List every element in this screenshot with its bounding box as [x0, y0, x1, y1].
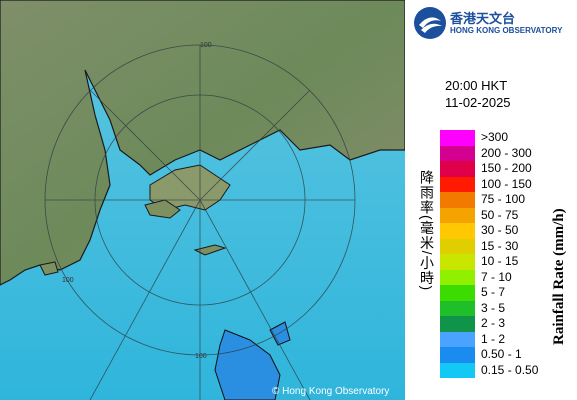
legend-label: 3 - 5 — [481, 300, 506, 315]
ring-label: 100 — [195, 353, 207, 360]
legend-label: 100 - 150 — [481, 176, 532, 191]
legend-swatch — [440, 223, 475, 239]
mainland — [0, 0, 405, 286]
legend-label: 5 - 7 — [481, 285, 506, 299]
legend-title-en: Rainfall Rate (mm/h) — [551, 208, 567, 345]
legend-label: 7 - 10 — [481, 269, 512, 284]
info-panel: 香港天文台 HONG KONG OBSERVATORY 20:00 HKT 11… — [405, 0, 577, 400]
legend-swatch — [440, 192, 475, 208]
rain-echo — [269, 321, 291, 346]
legend-swatch — [440, 207, 475, 223]
lantau — [144, 199, 181, 219]
legend-label: 0.50 - 1 — [481, 347, 522, 361]
legend-label: 50 - 75 — [481, 207, 519, 222]
logo-en: HONG KONG OBSERVATORY — [450, 26, 563, 35]
island — [193, 244, 227, 256]
legend-label: 75 - 100 — [481, 192, 526, 206]
legend-swatch — [440, 285, 475, 301]
range-rings — [44, 44, 356, 400]
ring-label: 100 — [200, 42, 212, 49]
legend-swatch — [440, 161, 475, 177]
rain-echo — [214, 329, 281, 400]
legend-label: 10 - 15 — [481, 254, 519, 268]
legend-label: >300 — [481, 130, 509, 144]
legend-swatch — [440, 300, 475, 316]
legend-swatch — [440, 145, 475, 161]
legend-swatch — [440, 362, 475, 378]
ring-label: 100 — [62, 277, 74, 284]
legend-label: 15 - 30 — [481, 238, 519, 253]
legend-label: 150 - 200 — [481, 161, 532, 175]
legend-label: 1 - 2 — [481, 331, 506, 346]
legend-swatch — [440, 331, 475, 347]
legend-swatch — [440, 269, 475, 285]
legend-label: 30 - 50 — [481, 223, 519, 237]
legend-swatch — [440, 316, 475, 332]
legend-swatch — [440, 176, 475, 192]
legend-label: 2 - 3 — [481, 316, 506, 330]
legend-label: 200 - 300 — [481, 145, 532, 160]
legend-swatch — [440, 130, 475, 146]
legend-title-cn: 降雨率(毫米/小時) — [419, 170, 435, 292]
radar-map: 100 100 100 © Hong Kong Observatory — [0, 0, 405, 400]
logo-icon — [414, 7, 446, 39]
copyright: © Hong Kong Observatory — [272, 386, 389, 397]
legend-swatch — [440, 254, 475, 270]
legend-swatch — [440, 238, 475, 254]
logo-cn: 香港天文台 — [450, 11, 516, 26]
date: 11-02-2025 — [445, 95, 511, 110]
legend-label: 0.15 - 0.50 — [481, 362, 539, 377]
island — [39, 261, 59, 276]
time: 20:00 HKT — [445, 78, 508, 93]
legend-swatch — [440, 347, 475, 363]
